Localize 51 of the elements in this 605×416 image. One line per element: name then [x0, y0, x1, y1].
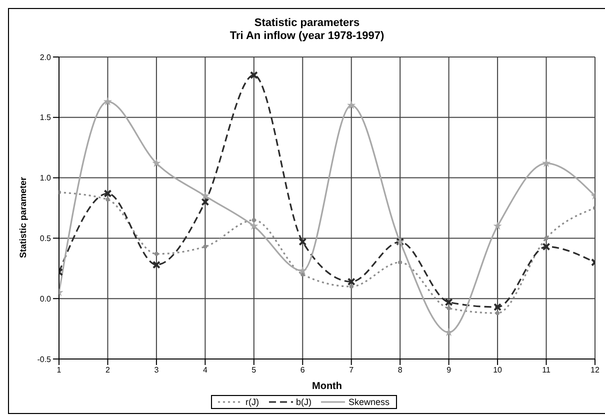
point: [104, 190, 112, 198]
y-tick-label: -0.5: [37, 354, 52, 364]
point: [250, 71, 258, 80]
point: [349, 284, 354, 289]
y-tick-label: 1.0: [40, 174, 52, 183]
point: [542, 242, 550, 251]
point: [152, 260, 160, 269]
x-tick-label: 5: [252, 366, 257, 375]
x-tick-label: 4: [202, 366, 208, 375]
point: [252, 218, 256, 222]
y-tick-label: 1.5: [40, 113, 52, 122]
point: [103, 97, 112, 106]
point: [444, 298, 453, 306]
point: [347, 278, 356, 286]
point: [446, 306, 451, 310]
chart-title: Statistic parameters: [253, 17, 361, 30]
y-axis-title: Statistic parameter: [18, 176, 28, 258]
y-tick-label: 2.0: [40, 52, 52, 62]
legend-label: Skewness: [347, 397, 390, 407]
x-tick-label: 6: [300, 366, 306, 375]
point: [154, 252, 158, 256]
x-tick-label: 7: [349, 366, 354, 375]
point: [201, 198, 210, 206]
point: [493, 222, 502, 230]
legend-label: b(J): [294, 397, 312, 407]
x-tick-label: 8: [398, 366, 403, 375]
point: [347, 100, 356, 109]
point: [298, 238, 307, 246]
point: [398, 260, 402, 264]
x-tick-label: 9: [446, 366, 452, 375]
point: [203, 244, 208, 249]
x-tick-label: 10: [493, 366, 503, 375]
x-tick-label: 11: [542, 366, 551, 375]
point: [494, 303, 502, 312]
point: [542, 158, 551, 167]
x-tick-label: 2: [106, 366, 110, 375]
point: [106, 198, 110, 202]
chart-subtitle: Tri An inflow (year 1978-1997): [228, 30, 386, 43]
point: [200, 191, 210, 200]
x-tick-label: 12: [590, 366, 600, 375]
point: [496, 311, 500, 316]
y-tick-label: 0.0: [40, 294, 52, 304]
y-tick-label: 0.5: [40, 234, 52, 244]
point: [152, 158, 161, 167]
point: [544, 236, 548, 240]
point: [298, 266, 307, 274]
legend-label: r(J): [244, 397, 259, 407]
x-axis-title: Month: [312, 381, 342, 392]
point: [250, 222, 258, 230]
x-tick-label: 3: [154, 366, 160, 375]
x-tick-label: 1: [56, 366, 62, 375]
